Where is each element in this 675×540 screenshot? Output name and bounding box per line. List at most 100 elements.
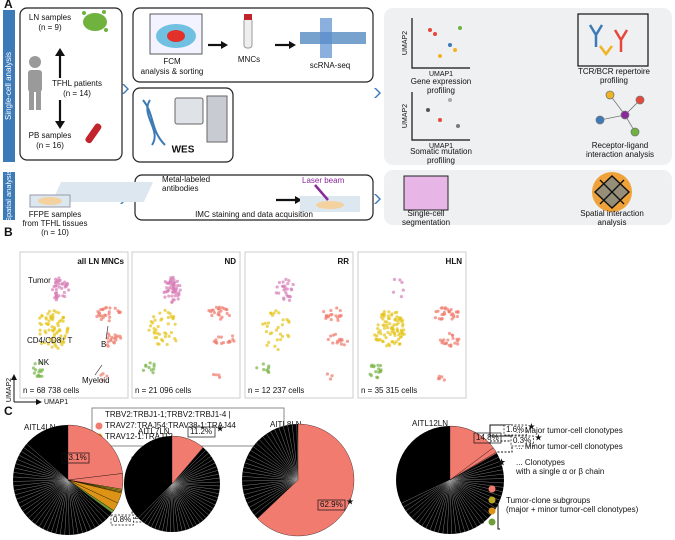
chip2 bbox=[320, 18, 332, 58]
umap-cell bbox=[381, 312, 385, 316]
text: WES bbox=[172, 145, 195, 156]
umap-cell bbox=[225, 308, 229, 312]
pie-title: AITL7LN bbox=[138, 427, 170, 436]
umap-cell bbox=[50, 325, 54, 329]
umap-cell bbox=[57, 276, 61, 280]
umap-cell bbox=[110, 335, 114, 340]
umap-cell bbox=[376, 363, 380, 367]
minor-clone-line bbox=[14, 467, 69, 481]
minor-clone-line bbox=[449, 478, 504, 481]
umap-cell bbox=[53, 277, 58, 281]
umap-cell bbox=[31, 366, 36, 370]
umap-cell bbox=[387, 342, 391, 346]
minor-clone-line bbox=[449, 479, 502, 497]
umap-cell bbox=[113, 333, 117, 337]
minor-clone-line bbox=[425, 479, 451, 529]
umap-cell bbox=[164, 332, 168, 336]
umap-cell bbox=[287, 298, 292, 302]
umap-cell bbox=[39, 323, 44, 327]
minor-clone-line bbox=[171, 477, 220, 485]
umap-cell bbox=[225, 311, 229, 316]
minor-clone-line bbox=[408, 479, 451, 515]
umap-cell bbox=[53, 284, 58, 288]
umap-cell bbox=[456, 342, 460, 346]
umap-cell bbox=[331, 341, 335, 345]
umap-cell bbox=[336, 318, 340, 322]
umap-cell bbox=[62, 290, 66, 295]
minor-clone-line bbox=[449, 465, 503, 481]
text: (n = 14) bbox=[63, 89, 91, 98]
minor-clone-line bbox=[449, 479, 504, 488]
umap-cell bbox=[434, 310, 438, 314]
umap-cell bbox=[150, 321, 155, 325]
minor-clone-line bbox=[171, 483, 207, 518]
minor-clone-line bbox=[171, 470, 219, 485]
umap-cell bbox=[273, 344, 277, 348]
umap-cell bbox=[450, 317, 454, 321]
umap-cell bbox=[61, 315, 65, 320]
text: antibodies bbox=[162, 184, 198, 193]
umap-cell bbox=[375, 375, 379, 379]
umap-cell bbox=[161, 339, 165, 343]
umap-cell bbox=[377, 367, 381, 371]
umap-cell bbox=[388, 322, 392, 326]
umap-cell bbox=[63, 280, 67, 284]
umap-cell bbox=[451, 336, 455, 340]
umap-cell bbox=[335, 316, 340, 320]
umap-cell bbox=[330, 374, 334, 378]
text: LN samples bbox=[29, 13, 71, 22]
slide bbox=[51, 182, 154, 202]
legend-dot bbox=[95, 422, 103, 430]
umap-cell bbox=[60, 286, 64, 290]
umap-cell bbox=[65, 330, 69, 335]
minor-clone-line bbox=[262, 436, 299, 481]
umap-cell bbox=[219, 335, 224, 339]
umap-cell bbox=[162, 290, 166, 294]
subgroup-label: 4 bbox=[480, 517, 484, 526]
umap-cell bbox=[149, 368, 153, 372]
umap-cell bbox=[342, 343, 346, 347]
umap-cell bbox=[286, 281, 290, 286]
umap-cell bbox=[50, 345, 54, 349]
minor-clone-line bbox=[171, 483, 212, 512]
umap-cell bbox=[382, 310, 386, 314]
umap-cell bbox=[266, 321, 271, 325]
minor-clone-line bbox=[251, 479, 299, 512]
umap-cell bbox=[444, 341, 448, 346]
minor-clone-line bbox=[248, 454, 299, 481]
umap-cell bbox=[263, 321, 267, 325]
umap-cell bbox=[281, 280, 285, 284]
pie-title: AITL4LN bbox=[24, 423, 56, 432]
umap-cell bbox=[395, 310, 399, 314]
umap-cell bbox=[397, 342, 401, 346]
umap-cell bbox=[269, 311, 273, 315]
minor-clone-line bbox=[449, 460, 501, 481]
umap-cell bbox=[398, 331, 402, 335]
clonotype-text: TRBV2:TRBJ1-1;TRBV2:TRBJ1-4 | bbox=[105, 410, 231, 419]
bar-label: Spatial analysis bbox=[4, 170, 13, 222]
umap-cell bbox=[47, 309, 52, 313]
umap-cell bbox=[38, 368, 42, 372]
mini-dots bbox=[426, 26, 462, 128]
pie-slice bbox=[449, 425, 494, 481]
umap-cell bbox=[379, 370, 383, 374]
umap-cell bbox=[48, 337, 52, 341]
analysis-label: segmentation bbox=[402, 218, 450, 227]
umap-cell bbox=[400, 318, 405, 322]
umap-cell bbox=[174, 339, 178, 343]
analysis-label: Receptor-ligand bbox=[592, 141, 648, 150]
legend-text: ... Major tumor-cell clonotypes bbox=[516, 426, 623, 435]
minor-clone-line bbox=[246, 458, 299, 481]
minor-clone-line bbox=[449, 479, 485, 522]
umap-cell bbox=[453, 341, 457, 345]
umap-cell bbox=[278, 332, 283, 336]
text: from TFHL tissues bbox=[23, 219, 88, 228]
axis-label: UMAP2 bbox=[402, 31, 409, 55]
umap-cell bbox=[443, 307, 447, 311]
umap-cell bbox=[47, 319, 51, 323]
legend-text: with a single α or β chain bbox=[515, 467, 604, 476]
umap-cell bbox=[265, 324, 269, 328]
minor-clone-line bbox=[38, 479, 69, 527]
umap-cell bbox=[379, 315, 384, 319]
umap-cell bbox=[178, 288, 182, 292]
